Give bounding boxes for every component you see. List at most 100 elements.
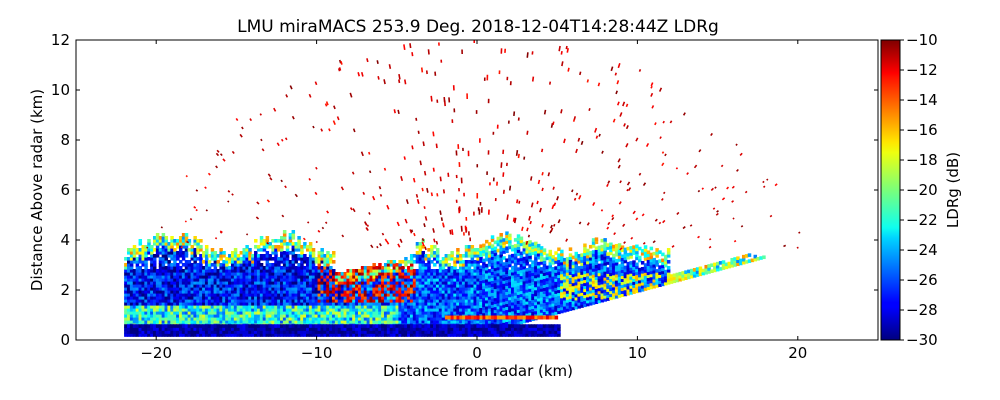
ldr-cell <box>170 275 174 279</box>
ldr-cell <box>251 263 255 267</box>
ldr-cell <box>672 273 677 278</box>
ldr-cell <box>239 257 244 261</box>
ldr-cell <box>349 272 353 276</box>
ldr-cell <box>265 293 270 297</box>
ldr-cell <box>303 311 307 315</box>
ground-cell <box>127 324 131 328</box>
ldr-cell <box>381 293 385 297</box>
ldr-cell <box>583 300 587 305</box>
ldr-cell <box>228 317 232 321</box>
ldr-cell <box>542 299 547 303</box>
ldr-cell <box>730 263 734 268</box>
ldr-cell <box>150 254 154 258</box>
ldr-cell <box>141 251 145 255</box>
ldr-cell <box>479 253 483 257</box>
ldr-cell <box>430 275 434 279</box>
ldr-cell <box>617 264 622 268</box>
ldr-cell <box>539 255 544 259</box>
ground-cell <box>196 327 200 331</box>
ldr-cell <box>236 266 241 270</box>
ldr-cell <box>173 314 177 318</box>
ldr-cell <box>375 272 379 276</box>
ldr-cell <box>204 320 209 324</box>
ldr-cell <box>519 242 524 247</box>
ldr-cell <box>427 308 431 312</box>
ldr-cell <box>369 290 374 294</box>
ldr-cell <box>375 296 379 300</box>
ldr-cell <box>557 271 561 276</box>
ldr-cell <box>314 269 319 273</box>
ldr-cell <box>259 284 264 288</box>
ldr-cell <box>626 282 630 287</box>
ground-cell <box>150 327 154 331</box>
ldr-cell <box>213 305 218 309</box>
ldr-cell <box>542 266 547 270</box>
ldr-cell <box>568 253 573 257</box>
ldr-cell <box>199 296 203 300</box>
ldr-cell <box>516 282 521 286</box>
ldr-cell <box>704 264 708 269</box>
ldr-cell <box>259 320 264 324</box>
ground-cell <box>222 324 226 328</box>
ldr-cell <box>516 234 521 238</box>
ldr-cell <box>202 281 206 285</box>
ldr-cell <box>649 270 654 275</box>
ldr-cell <box>340 284 345 288</box>
ground-cell <box>193 330 197 334</box>
ldr-cell <box>190 257 195 261</box>
ldr-cell <box>383 281 388 285</box>
ldr-cell <box>210 275 215 279</box>
ldr-cell <box>158 257 163 261</box>
ground-cell <box>262 333 267 337</box>
ldr-cell <box>127 284 131 288</box>
ground-cell <box>187 330 192 334</box>
ldr-cell <box>502 295 506 299</box>
ldr-cell <box>415 254 420 258</box>
ldr-cell <box>213 263 218 267</box>
ldr-cell <box>297 242 301 246</box>
ldr-cell <box>565 281 570 285</box>
ground-cell <box>181 330 186 334</box>
ldr-cell <box>545 253 550 258</box>
ldr-cell <box>190 251 195 255</box>
ldr-cell <box>435 299 440 303</box>
ldr-cell <box>418 287 423 291</box>
ldr-cell <box>424 281 428 285</box>
ldr-cell <box>505 279 509 284</box>
ldr-cell <box>666 254 671 258</box>
ldr-cell <box>459 287 463 291</box>
ldr-cell <box>635 253 639 258</box>
ground-cell <box>144 324 148 328</box>
ldr-cell <box>620 245 625 250</box>
ground-cell <box>268 327 272 331</box>
ldr-cell <box>306 257 310 261</box>
ldr-cell <box>401 278 405 282</box>
ldr-cell <box>640 275 645 280</box>
ldr-cell <box>181 233 186 237</box>
ldr-cell <box>329 287 333 291</box>
ldr-cell <box>369 278 374 282</box>
ldr-cell <box>297 269 301 273</box>
ldr-cell <box>314 281 319 285</box>
ldr-cell <box>646 271 651 276</box>
ldr-cell <box>534 277 538 282</box>
ldr-cell <box>303 314 307 318</box>
ldr-cell <box>173 254 177 258</box>
ldr-cell <box>600 274 604 279</box>
ldr-cell <box>265 269 270 273</box>
ldr-cell <box>280 251 284 255</box>
ldr-cell <box>565 299 570 303</box>
ldr-cell <box>542 293 547 297</box>
ldr-cell <box>288 269 293 273</box>
ldr-cell <box>181 272 186 276</box>
ldr-cell <box>473 311 477 315</box>
ldr-cell <box>493 285 498 290</box>
ldr-cell <box>565 305 570 309</box>
ldr-cell <box>150 272 154 276</box>
ldr-cell <box>415 320 420 324</box>
ldr-cell <box>447 296 451 300</box>
ldr-cell <box>395 296 400 300</box>
ldr-cell <box>470 311 475 315</box>
ldr-cell <box>202 266 206 270</box>
ldr-cell <box>187 272 192 276</box>
